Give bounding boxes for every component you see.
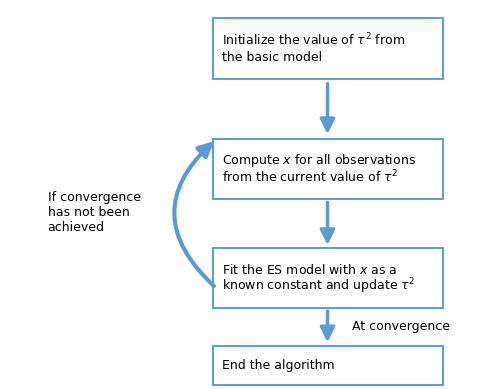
Text: End the algorithm: End the algorithm [222,359,334,372]
FancyBboxPatch shape [212,19,442,79]
Text: Initialize the value of $\tau^2$ from: Initialize the value of $\tau^2$ from [222,32,404,49]
Text: the basic model: the basic model [222,51,322,64]
Text: known constant and update $\tau^2$: known constant and update $\tau^2$ [222,277,415,296]
Text: Fit the ES model with $x$ as a: Fit the ES model with $x$ as a [222,263,397,277]
Text: If convergence
has not been
achieved: If convergence has not been achieved [48,191,140,233]
FancyBboxPatch shape [212,248,442,308]
Text: from the current value of $\tau^2$: from the current value of $\tau^2$ [222,169,398,186]
FancyArrowPatch shape [174,144,214,286]
Text: Compute $x$ for all observations: Compute $x$ for all observations [222,152,416,169]
Text: At convergence: At convergence [352,320,450,333]
FancyBboxPatch shape [212,139,442,200]
FancyBboxPatch shape [212,346,442,385]
